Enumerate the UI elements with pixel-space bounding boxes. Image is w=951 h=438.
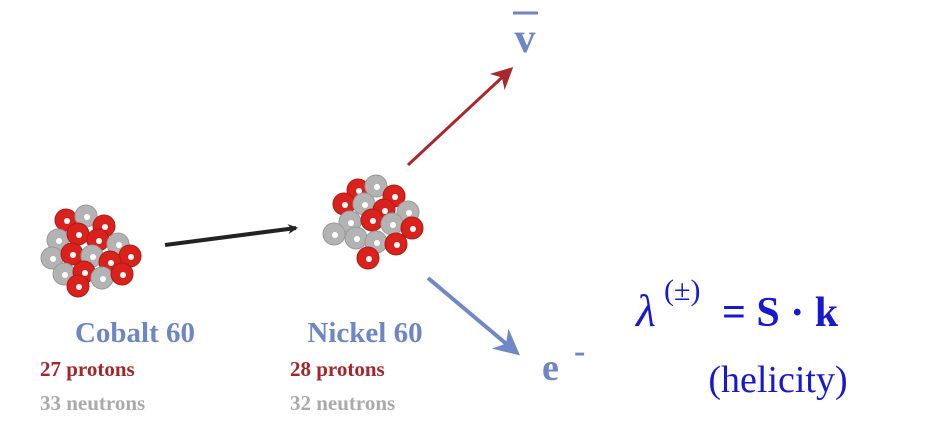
highlight [62,272,68,278]
highlight [96,238,102,244]
highlight [116,242,122,248]
highlight [332,232,338,238]
highlight [90,254,96,260]
highlight [348,220,354,226]
formula-symbol: λ [634,285,656,336]
neutrons: 32 neutrons [290,391,395,415]
node-name: Nickel 60 [307,317,422,349]
highlight [374,240,380,246]
highlight [120,272,126,278]
neutrons: 33 neutrons [40,391,145,415]
formula-superscript: (±) [664,274,700,307]
highlight [108,260,114,266]
highlight [82,270,88,276]
highlight [76,232,82,238]
highlight [100,276,106,282]
highlight [390,222,396,228]
highlight [354,236,360,242]
nickel-nucleus [323,175,423,269]
highlight [50,256,56,262]
highlight [128,254,134,260]
highlight [70,252,76,258]
highlight [410,226,416,232]
electron-charge: - [574,333,585,370]
antineutrino-label: v [515,16,536,62]
highlight [374,184,380,190]
highlight [56,238,62,244]
highlight [362,202,368,208]
highlight [366,256,372,262]
highlight [382,208,388,214]
diagram: Cobalt 60 27 protons 33 neutrons Nickel … [0,0,951,438]
formula-caption: (helicity) [708,359,847,401]
highlight [406,210,412,216]
decay-arrow [165,228,296,245]
protons: 27 protons [40,357,135,381]
electron-label: e [542,347,559,389]
highlight [370,218,376,224]
protons: 28 protons [290,357,385,381]
node-name: Cobalt 60 [75,317,195,349]
highlight [84,214,90,220]
electron-arrow [428,278,516,352]
highlight [394,242,400,248]
cobalt-nucleus [41,205,141,297]
highlight [64,218,70,224]
highlight [342,202,348,208]
highlight [392,194,398,200]
antineutrino-arrow [408,70,510,165]
formula-rhs: = S · k [722,290,839,336]
highlight [102,224,108,230]
highlight [76,284,82,290]
